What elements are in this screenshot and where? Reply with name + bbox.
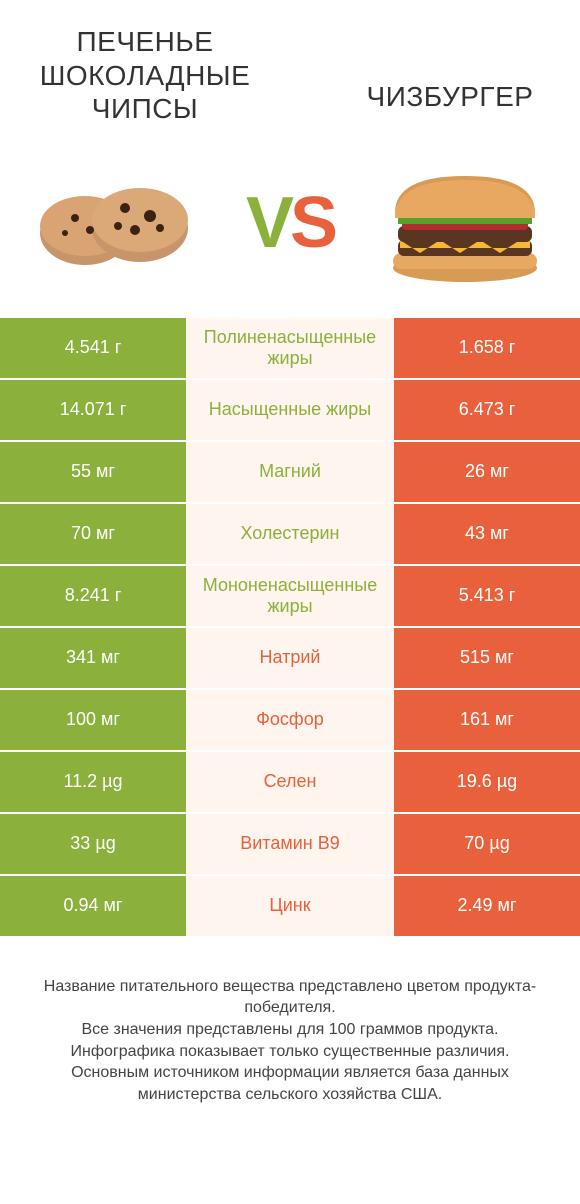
right-product-title: ЧИЗБУРГЕР: [350, 80, 550, 114]
table-row: 100 мгФосфор161 мг: [0, 688, 580, 750]
nutrient-label: Магний: [186, 442, 394, 502]
left-value: 55 мг: [0, 442, 186, 502]
nutrient-label: Натрий: [186, 628, 394, 688]
table-row: 55 мгМагний26 мг: [0, 440, 580, 502]
nutrient-label: Мононенасыщенные жиры: [186, 566, 394, 626]
table-row: 341 мгНатрий515 мг: [0, 626, 580, 688]
footer-line: Все значения представлены для 100 граммо…: [30, 1019, 550, 1041]
left-value: 341 мг: [0, 628, 186, 688]
right-value: 43 мг: [394, 504, 580, 564]
nutrient-label: Фосфор: [186, 690, 394, 750]
footer-text: Название питательного вещества представл…: [0, 936, 580, 1106]
right-value: 161 мг: [394, 690, 580, 750]
right-value: 70 µg: [394, 814, 580, 874]
footer-line: Инфографика показывает только существенн…: [30, 1041, 550, 1063]
nutrient-label: Селен: [186, 752, 394, 812]
burger-icon: [380, 158, 550, 288]
left-value: 33 µg: [0, 814, 186, 874]
nutrient-label: Витамин B9: [186, 814, 394, 874]
nutrient-label: Полиненасыщенные жиры: [186, 318, 394, 378]
images-row: VS: [0, 126, 580, 316]
header: ПЕЧЕНЬЕ ШОКОЛАДНЫЕ ЧИПСЫ ЧИЗБУРГЕР: [0, 0, 580, 126]
left-value: 0.94 мг: [0, 876, 186, 936]
table-row: 4.541 гПолиненасыщенные жиры1.658 г: [0, 316, 580, 378]
nutrient-label: Холестерин: [186, 504, 394, 564]
comparison-table: 4.541 гПолиненасыщенные жиры1.658 г14.07…: [0, 316, 580, 936]
left-value: 8.241 г: [0, 566, 186, 626]
vs-label: VS: [246, 182, 334, 264]
vs-v: V: [246, 183, 290, 263]
table-row: 8.241 гМононенасыщенные жиры5.413 г: [0, 564, 580, 626]
table-row: 14.071 гНасыщенные жиры6.473 г: [0, 378, 580, 440]
right-value: 2.49 мг: [394, 876, 580, 936]
vs-s: S: [290, 183, 334, 263]
left-value: 14.071 г: [0, 380, 186, 440]
footer-line: Название питательного вещества представл…: [30, 976, 550, 1019]
right-value: 6.473 г: [394, 380, 580, 440]
cookie-icon: [30, 168, 200, 278]
nutrient-label: Цинк: [186, 876, 394, 936]
footer-line: Основным источником информации является …: [30, 1062, 550, 1105]
right-value: 1.658 г: [394, 318, 580, 378]
right-value: 26 мг: [394, 442, 580, 502]
left-value: 100 мг: [0, 690, 186, 750]
right-value: 5.413 г: [394, 566, 580, 626]
left-value: 11.2 µg: [0, 752, 186, 812]
right-value: 515 мг: [394, 628, 580, 688]
table-row: 70 мгХолестерин43 мг: [0, 502, 580, 564]
left-product-title: ПЕЧЕНЬЕ ШОКОЛАДНЫЕ ЧИПСЫ: [30, 25, 260, 126]
table-row: 0.94 мгЦинк2.49 мг: [0, 874, 580, 936]
table-row: 33 µgВитамин B970 µg: [0, 812, 580, 874]
right-value: 19.6 µg: [394, 752, 580, 812]
table-row: 11.2 µgСелен19.6 µg: [0, 750, 580, 812]
nutrient-label: Насыщенные жиры: [186, 380, 394, 440]
left-value: 4.541 г: [0, 318, 186, 378]
left-value: 70 мг: [0, 504, 186, 564]
